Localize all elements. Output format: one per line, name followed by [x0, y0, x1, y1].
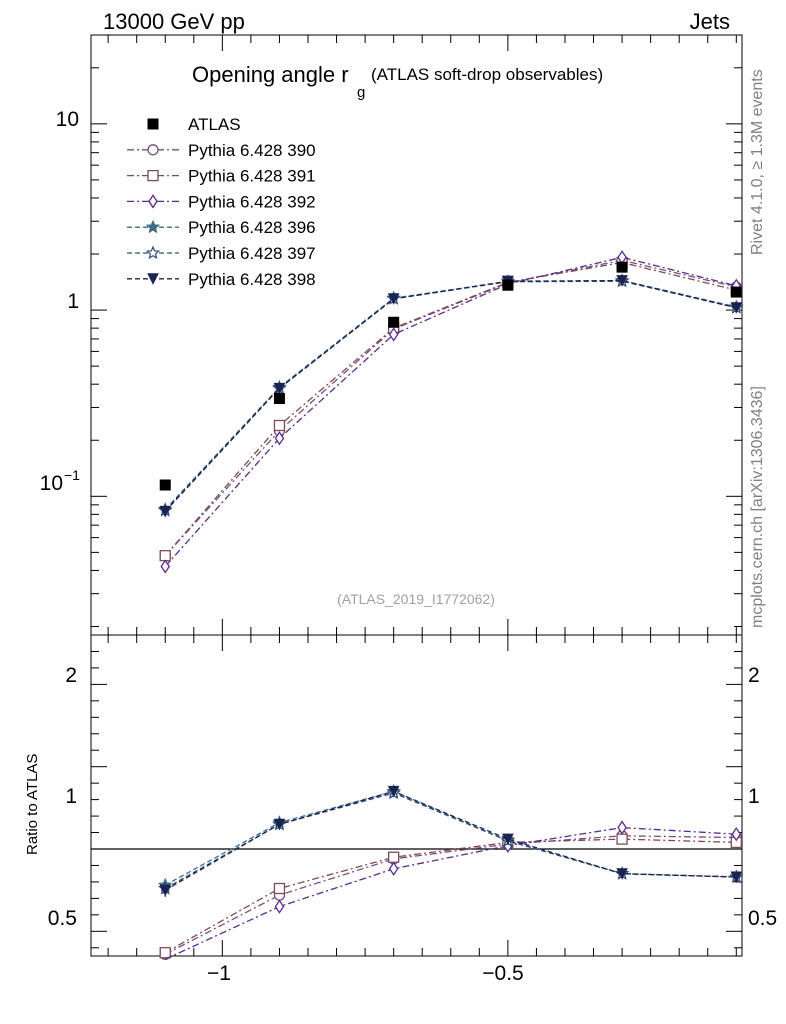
legend-marker-4 — [145, 245, 161, 260]
ratio-series-line-2 — [164, 826, 737, 960]
ratio-series-line-3 — [164, 790, 737, 886]
main-y-tick-label-10: 10 — [56, 108, 79, 131]
data-point — [273, 393, 285, 405]
main-series-5-point — [730, 302, 743, 314]
data-point — [502, 279, 514, 291]
title-main-text: Opening angle r — [192, 62, 349, 87]
main-series-line-1 — [164, 261, 737, 557]
main-plot-title: Opening angle r — [192, 62, 349, 87]
legend-label-4: Pythia 6.428 397 — [188, 244, 316, 263]
ratio-series-line-0 — [164, 835, 737, 955]
main-y-tick-label-0.1-base: 10 — [40, 472, 63, 495]
main-series-1-point — [159, 550, 171, 562]
ratio-series-1-point — [616, 833, 628, 845]
ratio-y-tick-label-2-right: 2 — [748, 664, 760, 687]
ratio-series-line-5 — [164, 790, 737, 891]
main-series-line-2 — [164, 256, 737, 567]
main-series-line-5 — [164, 279, 737, 512]
main-y-tick-label-0.1: 10 — [40, 472, 63, 495]
legend-label-5: Pythia 6.428 398 — [188, 270, 316, 289]
ratio-series-5-point — [159, 884, 172, 897]
legend-label-2: Pythia 6.428 392 — [188, 192, 316, 211]
legend-marker-1 — [147, 169, 159, 182]
title-subscript: g — [357, 84, 365, 101]
ratio-plot-frame — [90, 634, 743, 957]
mcplots-label: mcplots.cern.ch [arXiv:1306.3436] — [749, 386, 766, 628]
legend-marker-3 — [145, 219, 161, 234]
analysis-id-label: (ATLAS_2019_I1772062) — [337, 591, 495, 607]
legend-label-0: Pythia 6.428 390 — [188, 141, 316, 160]
main-plot-series — [157, 250, 744, 574]
header-energy-label: 13000 GeV pp — [103, 9, 245, 34]
main-y-tick-label-1: 1 — [67, 290, 79, 313]
ratio-plot-series — [157, 783, 744, 961]
main-y-tick-label-0.1-exponent: −1 — [64, 467, 80, 483]
axis-ticks — [91, 34, 742, 956]
ratio-series-5-point — [502, 833, 514, 846]
ratio-y-tick-label-2: 2 — [65, 664, 77, 687]
ratio-series-2-point — [274, 899, 285, 914]
ratio-series-line-1 — [164, 838, 737, 954]
legend-marker-2 — [148, 194, 158, 209]
ratio-series-5-point — [387, 785, 400, 798]
legend-label-3: Pythia 6.428 396 — [188, 218, 316, 237]
main-series-5-point — [273, 382, 286, 395]
ratio-series-2-point — [388, 861, 399, 876]
ratio-series-5-point — [273, 818, 286, 831]
legend-marker-0 — [147, 144, 159, 156]
main-series-2-point — [388, 327, 399, 342]
main-series-5-point — [387, 293, 400, 305]
ratio-y-tick-label-1: 1 — [65, 785, 77, 808]
x-tick-label-minus0.5: −0.5 — [482, 962, 523, 985]
data-point — [730, 286, 742, 298]
legend-label-atlas: ATLAS — [188, 115, 241, 134]
header-process-label: Jets — [690, 9, 730, 34]
ratio-series-2-point — [617, 820, 627, 835]
legend-label-1: Pythia 6.428 391 — [188, 167, 316, 186]
x-tick-label-minus1: −1 — [207, 962, 231, 985]
legend: ATLAS Pythia 6.428 390 Pythia 6.428 391 Pyt… — [127, 115, 316, 289]
main-series-5-point — [159, 505, 172, 518]
ratio-series-5-point — [730, 871, 743, 884]
main-series-1-point — [273, 419, 286, 432]
data-point — [159, 479, 171, 491]
ratio-series-1-point — [388, 851, 400, 863]
main-plot-subtitle: (ATLAS soft-drop observables) — [371, 65, 603, 84]
ratio-series-1-point — [273, 882, 286, 895]
rivet-version-label: Rivet 4.1.0, ≥ 1.3M events — [749, 69, 766, 255]
data-point — [388, 316, 400, 328]
ratio-y-tick-label-1-right: 1 — [748, 785, 760, 808]
ratio-series-1-point — [159, 947, 171, 959]
main-series-line-3 — [164, 279, 737, 510]
legend-marker-atlas — [147, 118, 159, 130]
ratio-y-tick-label-0.5-right: 0.5 — [748, 907, 777, 930]
ratio-series-2-point — [731, 827, 742, 842]
legend-marker-5 — [147, 273, 159, 285]
ratio-y-axis-title: Ratio to ATLAS — [24, 754, 41, 855]
ratio-y-tick-label-0.5: 0.5 — [48, 907, 77, 930]
main-series-2-point — [160, 559, 171, 574]
main-series-2-point — [274, 431, 285, 446]
main-series-5-point — [616, 275, 628, 287]
data-point — [616, 261, 628, 273]
main-series-line-0 — [164, 259, 737, 557]
ratio-series-5-point — [616, 868, 628, 880]
main-series-line-4 — [164, 280, 737, 511]
